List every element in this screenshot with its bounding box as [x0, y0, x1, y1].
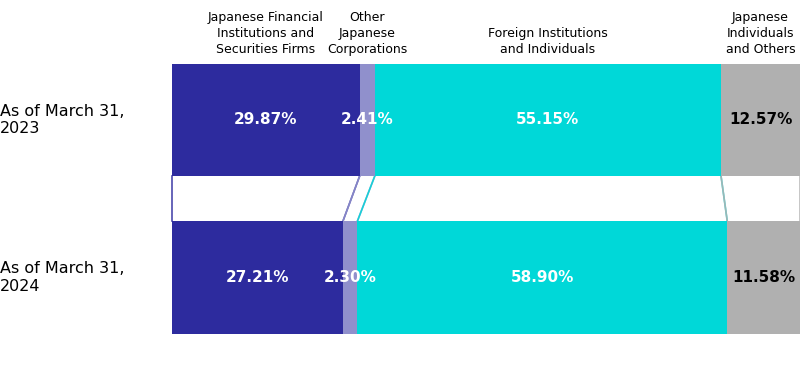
Text: 12.57%: 12.57% — [729, 112, 792, 128]
Text: 55.15%: 55.15% — [516, 112, 579, 128]
Text: As of March 31,
2024: As of March 31, 2024 — [0, 261, 125, 294]
Text: Other
Japanese
Corporations: Other Japanese Corporations — [327, 11, 407, 56]
Bar — [727, 221, 800, 334]
Bar — [359, 64, 374, 176]
Bar — [721, 64, 800, 176]
Text: As of March 31,
2023: As of March 31, 2023 — [0, 104, 125, 136]
Bar — [374, 64, 721, 176]
Text: Foreign Institutions
and Individuals: Foreign Institutions and Individuals — [488, 27, 608, 56]
Text: 27.21%: 27.21% — [226, 270, 289, 285]
Bar — [172, 64, 359, 176]
Text: Japanese Financial
Institutions and
Securities Firms: Japanese Financial Institutions and Secu… — [208, 11, 324, 56]
Text: 11.58%: 11.58% — [732, 270, 795, 285]
Text: 2.41%: 2.41% — [341, 112, 394, 128]
Text: Japanese
Individuals
and Others: Japanese Individuals and Others — [726, 11, 795, 56]
Text: 2.30%: 2.30% — [324, 270, 377, 285]
Text: 29.87%: 29.87% — [234, 112, 298, 128]
Bar — [172, 221, 343, 334]
Text: 58.90%: 58.90% — [510, 270, 574, 285]
Bar — [358, 221, 727, 334]
Bar — [343, 221, 358, 334]
